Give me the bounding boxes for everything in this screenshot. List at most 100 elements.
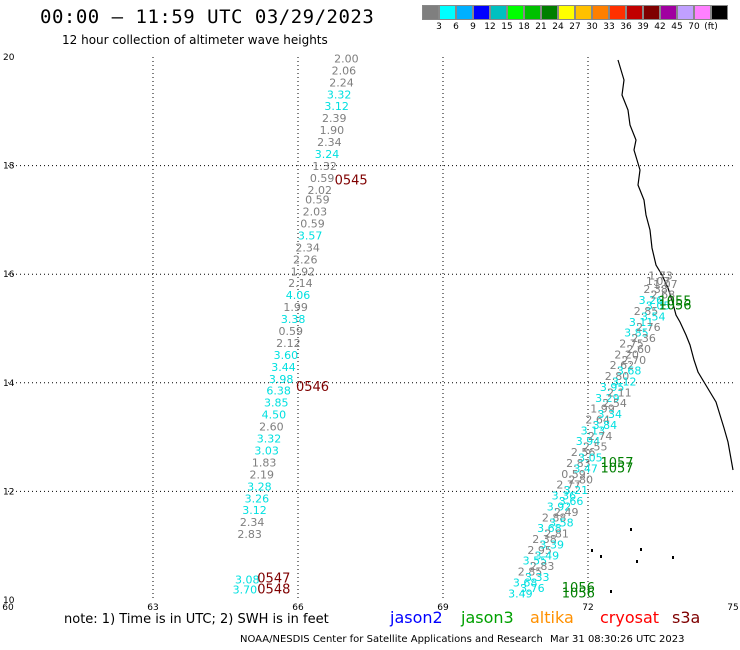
wave-height-label: 2.20 — [614, 348, 639, 361]
wave-height-label: 1.07 — [646, 275, 671, 288]
wave-height-label: 2.85 — [518, 566, 543, 579]
wave-height-label: 3.28 — [247, 480, 272, 493]
wave-height-label: 0.59 — [561, 468, 586, 481]
wave-height-label: 3.76 — [520, 582, 545, 595]
track-time-label: 1056 — [658, 298, 691, 313]
colorbar-label: 21 — [535, 22, 547, 32]
wave-height-label: 2.64 — [585, 414, 610, 427]
wave-height-label: 2.34 — [295, 241, 320, 254]
wave-height-label: 3.12 — [242, 504, 267, 517]
colorbar — [422, 5, 728, 20]
colorbar-label: 12 — [484, 22, 496, 32]
chart-subtitle: 12 hour collection of altimeter wave hei… — [62, 33, 328, 47]
colorbar-swatch — [422, 5, 439, 20]
legend-altika: altika — [530, 608, 574, 627]
wave-height-label: 3.32 — [257, 433, 282, 446]
wave-height-label: 3.68 — [537, 522, 562, 535]
wave-height-label: 2.85 — [634, 305, 659, 318]
wave-height-label: 3.70 — [233, 583, 258, 596]
wave-height-label: 3.03 — [254, 444, 279, 457]
y-tick-label: 10 — [3, 596, 15, 606]
wave-height-label: 1.07 — [653, 278, 678, 291]
wave-height-label: 3.49 — [508, 587, 533, 600]
wave-height-label: 2.74 — [588, 430, 613, 443]
wave-height-label: 2.81 — [544, 528, 569, 541]
wave-height-label: 3.84 — [593, 419, 618, 432]
wave-height-label: 0.59 — [300, 218, 325, 231]
colorbar-label: 27 — [569, 22, 581, 32]
wave-height-label: 2.70 — [622, 354, 647, 367]
island-dot — [640, 548, 642, 551]
colorbar-swatch — [694, 5, 711, 20]
wave-height-label: 2.11 — [607, 386, 632, 399]
colorbar-swatch — [541, 5, 558, 20]
track-time-label: 1055 — [658, 295, 691, 310]
wave-height-label: 3.68 — [513, 576, 538, 589]
colorbar-label: 9 — [470, 22, 476, 32]
track-time-label: 0545 — [335, 174, 368, 189]
colorbar-label: 33 — [603, 22, 615, 32]
wave-height-label: 3.85 — [264, 397, 289, 410]
colorbar-label: 24 — [552, 22, 564, 32]
colorbar-label: 45 — [671, 22, 683, 32]
wave-height-label: 3.12 — [612, 376, 637, 389]
wave-height-label: 3.47 — [573, 462, 598, 475]
wave-height-label: 2.68 — [651, 289, 676, 302]
wave-height-label: 3.32 — [327, 88, 352, 101]
wave-height-label: 2.60 — [627, 343, 652, 356]
wave-height-label: 2.83 — [530, 560, 555, 573]
wave-height-label: 2.38 — [532, 533, 557, 546]
footer-timestamp: Mar 31 08:30:26 UTC 2023 — [550, 634, 685, 645]
wave-height-label: 3.05 — [646, 299, 671, 312]
colorbar-swatch — [473, 5, 490, 20]
wave-height-label: 2.00 — [334, 52, 359, 65]
wave-height-label: 2.80 — [605, 370, 630, 383]
colorbar-label: (ft) — [704, 22, 718, 32]
colorbar-swatch — [626, 5, 643, 20]
wave-height-label: 3.44 — [271, 361, 296, 374]
wave-height-label: 3.12 — [324, 100, 349, 113]
colorbar-label: 36 — [620, 22, 632, 32]
colorbar-swatch — [507, 5, 524, 20]
wave-height-label: 0.59 — [279, 325, 304, 338]
wave-height-label: 1.99 — [283, 301, 308, 314]
wave-height-label: 2.03 — [303, 206, 328, 219]
wave-height-label: 3.85 — [624, 327, 649, 340]
wave-height-label: 3.21 — [564, 484, 589, 497]
colorbar-swatch — [575, 5, 592, 20]
island-dot — [591, 549, 593, 552]
wave-height-label: 3.49 — [535, 549, 560, 562]
colorbar-swatch — [439, 5, 456, 20]
wave-height-label: 3.24 — [315, 148, 340, 161]
wave-height-label: 1.99 — [590, 403, 615, 416]
wave-height-label: 2.54 — [602, 397, 627, 410]
wave-height-label: 3.11 — [629, 316, 654, 329]
wave-height-label: 2.80 — [569, 473, 594, 486]
wave-height-label: 3.34 — [598, 408, 623, 421]
colorbar-label: 70 — [688, 22, 700, 32]
wave-height-label: 2.55 — [583, 441, 608, 454]
wave-height-label: 1.90 — [320, 124, 345, 137]
island-dot — [672, 556, 674, 559]
legend-jason2: jason2 — [390, 608, 443, 627]
wave-height-label: 3.94 — [576, 435, 601, 448]
colorbar-label: 6 — [453, 22, 459, 32]
legend-jason3: jason3 — [461, 608, 514, 627]
coastline — [617, 59, 734, 471]
track-time-label: 0548 — [257, 582, 290, 597]
wave-height-label: 1.83 — [252, 456, 277, 469]
x-tick-label: 72 — [582, 603, 593, 610]
wave-height-label: 2.39 — [322, 112, 347, 125]
colorbar-swatch — [711, 5, 728, 20]
colorbar-swatch — [456, 5, 473, 20]
wave-height-label: 3.55 — [523, 555, 548, 568]
wave-height-label: 2.77 — [556, 479, 581, 492]
wave-height-label: 3.92 — [547, 500, 572, 513]
colorbar-swatch — [490, 5, 507, 20]
wave-height-label: 3.38 — [281, 313, 306, 326]
wave-height-label: 2.34 — [240, 516, 265, 529]
y-tick-label: 16 — [3, 270, 15, 280]
wave-height-label: 2.75 — [619, 338, 644, 351]
footer-credit: NOAA/NESDIS Center for Satellite Applica… — [240, 634, 543, 645]
island-dot — [636, 560, 638, 563]
